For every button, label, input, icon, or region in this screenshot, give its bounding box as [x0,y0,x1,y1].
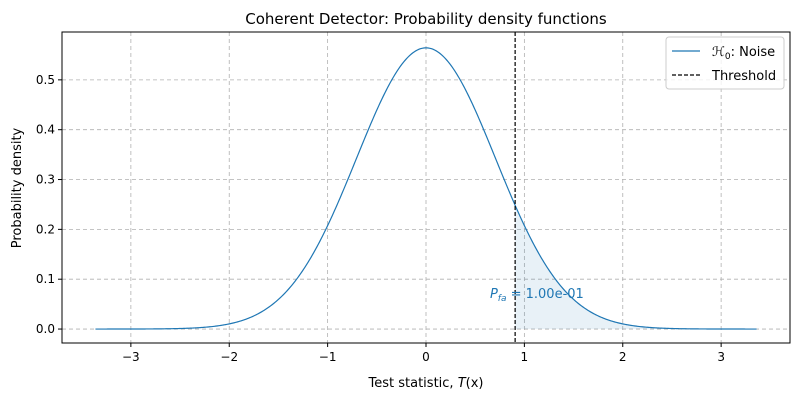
x-tick-label: 2 [619,350,627,364]
ticks: −3 −2 −1 0 1 2 3 0.0 0.1 0.2 0.3 0.4 0.5 [36,73,725,364]
noise-pdf-line [95,47,757,330]
legend-noise-label: ℋ0: Noise [712,45,775,62]
x-axis-label-text: Test statistic, [368,376,458,391]
pfa-annotation-main: P [490,287,498,302]
plot-area [95,32,757,343]
x-tick-label: 3 [717,350,725,364]
x-axis-label: Test statistic, T(x) [368,376,484,391]
pfa-shaded-region [515,205,757,330]
legend: ℋ0: Noise Threshold [665,36,785,90]
grid [62,32,790,343]
chart-title: Coherent Detector: Probability density f… [245,10,607,28]
legend-noise-sub: 0 [725,52,731,62]
y-tick-label: 0.1 [36,272,55,286]
x-tick-label: −3 [122,350,140,364]
x-tick-label: −2 [220,350,238,364]
legend-threshold-label: Threshold [711,69,776,84]
pfa-annotation-rest: = 1.00e-01 [506,287,583,302]
y-tick-label: 0.5 [36,73,55,87]
y-tick-label: 0.0 [36,322,55,336]
y-tick-label: 0.4 [36,123,55,137]
legend-noise-main: ℋ [712,45,725,60]
x-tick-label: 0 [422,350,430,364]
y-tick-label: 0.3 [36,173,55,187]
y-axis-label: Probability density [10,127,25,248]
axes-frame [61,31,791,344]
x-axis-label-rest: (x) [466,376,484,391]
legend-noise-rest: : Noise [731,45,776,60]
x-tick-label: 1 [521,350,529,364]
x-axis-label-italic: T [458,376,467,391]
pfa-annotation-sub: fa [498,294,507,304]
pfa-annotation: Pfa = 1.00e-01 [490,287,584,304]
y-tick-label: 0.2 [36,222,55,236]
x-tick-label: −1 [319,350,337,364]
